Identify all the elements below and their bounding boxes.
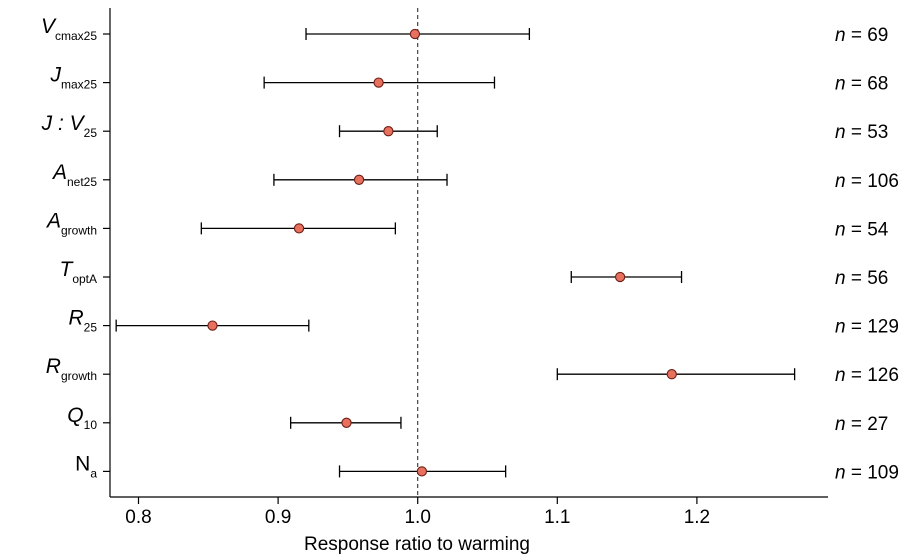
sample-size-label: n = 56 bbox=[835, 268, 888, 289]
y-label: Vcmax25 bbox=[41, 15, 97, 43]
forest-row: Jmax25 n = 68 bbox=[49, 64, 888, 95]
x-tick-label: 1.0 bbox=[404, 507, 430, 528]
forest-row: Rgrowth n = 126 bbox=[46, 355, 899, 386]
mean-point bbox=[341, 417, 352, 428]
sample-size-label: n = 106 bbox=[835, 171, 899, 192]
mean-point bbox=[353, 174, 365, 185]
forest-row: Agrowth n = 54 bbox=[45, 209, 889, 240]
mean-point bbox=[416, 466, 428, 477]
sample-size-label: n = 109 bbox=[835, 462, 899, 483]
y-label: Rgrowth bbox=[46, 355, 97, 383]
forest-row: Vcmax25 n = 69 bbox=[41, 15, 888, 46]
mean-point bbox=[207, 320, 218, 331]
y-label: J : V25 bbox=[41, 112, 98, 140]
y-label: Jmax25 bbox=[49, 64, 97, 92]
forest-row: Na n = 109 bbox=[75, 452, 899, 483]
forest-row: Anet25 n = 106 bbox=[51, 161, 899, 192]
x-axis-title: Response ratio to warming bbox=[304, 534, 530, 555]
x-tick-label: 1.1 bbox=[544, 507, 570, 528]
mean-point bbox=[614, 271, 626, 283]
sample-size-label: n = 129 bbox=[835, 317, 899, 338]
mean-point bbox=[666, 369, 677, 380]
mean-point bbox=[293, 223, 305, 234]
sample-size-label: n = 53 bbox=[835, 122, 888, 143]
forest-row: ToptA n = 56 bbox=[59, 258, 888, 289]
forest-row: J : V25 n = 53 bbox=[41, 112, 889, 143]
x-tick-label: 0.9 bbox=[265, 507, 291, 528]
mean-point bbox=[373, 77, 384, 88]
y-label: Agrowth bbox=[45, 209, 97, 237]
sample-size-label: n = 69 bbox=[835, 25, 888, 46]
y-label: Na bbox=[75, 452, 97, 480]
y-label: Q10 bbox=[67, 404, 97, 432]
forest-row: Q10 n = 27 bbox=[67, 404, 888, 435]
sample-size-label: n = 54 bbox=[835, 219, 889, 240]
mean-point bbox=[409, 28, 421, 40]
y-label: ToptA bbox=[59, 258, 97, 286]
y-label: R25 bbox=[68, 307, 97, 335]
x-tick-label: 0.8 bbox=[125, 507, 151, 528]
y-label: Anet25 bbox=[51, 161, 97, 189]
mean-point bbox=[383, 126, 394, 137]
sample-size-label: n = 27 bbox=[835, 414, 888, 435]
sample-size-label: n = 68 bbox=[835, 74, 888, 95]
x-tick-label: 1.2 bbox=[684, 507, 710, 528]
forest-row: R25 n = 129 bbox=[68, 307, 898, 338]
sample-size-label: n = 126 bbox=[835, 365, 899, 386]
